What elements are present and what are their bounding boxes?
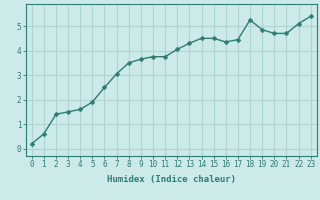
X-axis label: Humidex (Indice chaleur): Humidex (Indice chaleur) <box>107 175 236 184</box>
